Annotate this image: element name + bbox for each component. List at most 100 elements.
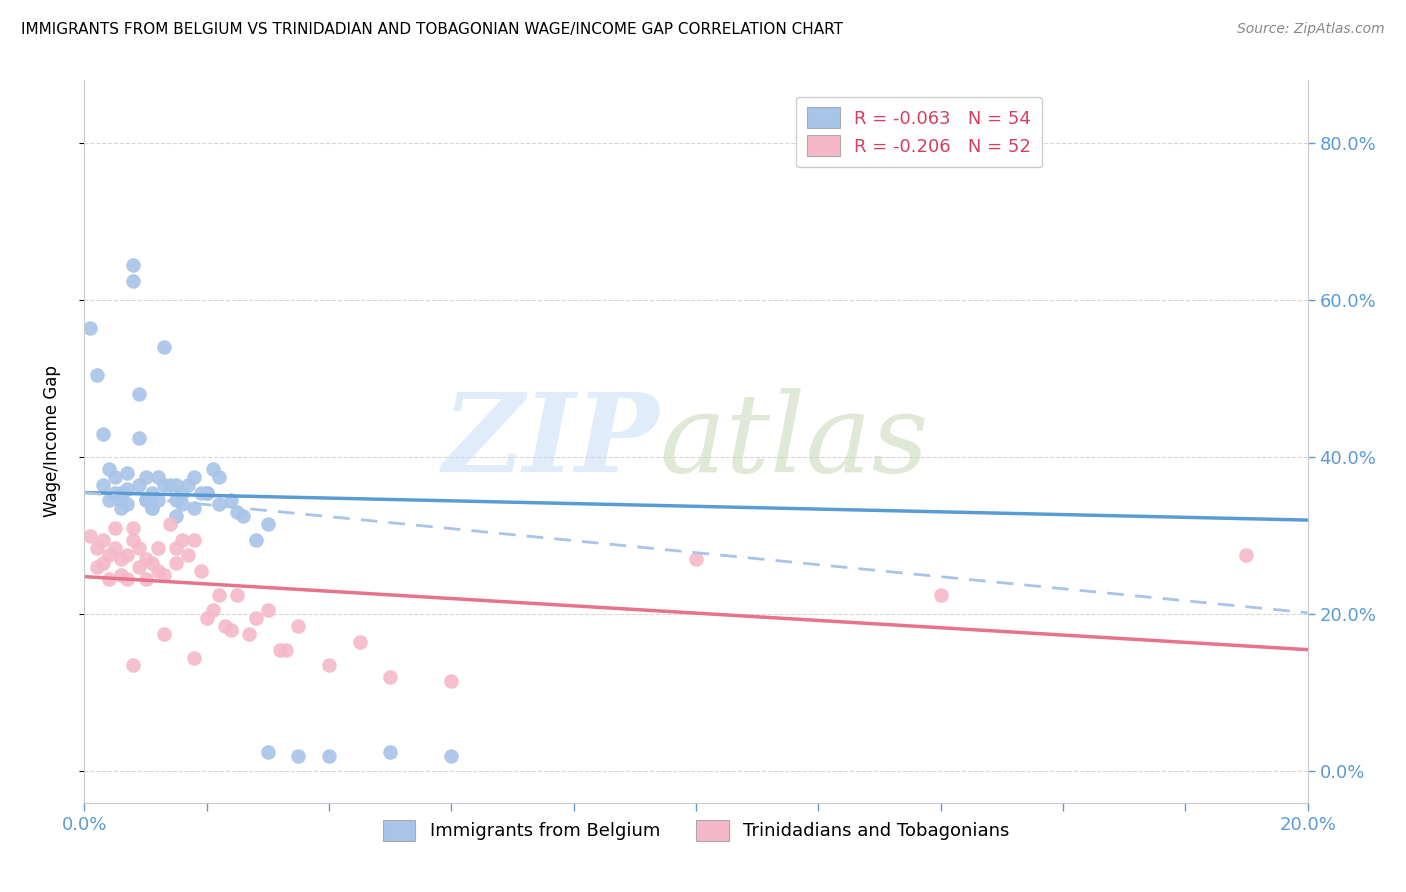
Point <box>128 477 150 491</box>
Point <box>177 549 200 563</box>
Point <box>172 485 194 500</box>
Point <box>122 533 145 547</box>
Point <box>128 560 150 574</box>
Point <box>91 533 114 547</box>
Point <box>201 603 224 617</box>
Y-axis label: Wage/Income Gap: Wage/Income Gap <box>42 366 60 517</box>
Point <box>257 516 280 531</box>
Point <box>146 470 169 484</box>
Point <box>115 482 138 496</box>
Point <box>257 745 280 759</box>
Point <box>153 568 176 582</box>
Point <box>128 431 150 445</box>
Point <box>380 670 402 684</box>
Text: IMMIGRANTS FROM BELGIUM VS TRINIDADIAN AND TOBAGONIAN WAGE/INCOME GAP CORRELATIO: IMMIGRANTS FROM BELGIUM VS TRINIDADIAN A… <box>21 22 844 37</box>
Point <box>91 477 114 491</box>
Point <box>257 603 280 617</box>
Point <box>183 533 205 547</box>
Point <box>153 477 176 491</box>
Point <box>115 466 138 480</box>
Point <box>165 477 187 491</box>
Point <box>190 485 212 500</box>
Point <box>245 533 267 547</box>
Point <box>97 462 120 476</box>
Point <box>104 470 127 484</box>
Point <box>208 497 231 511</box>
Point <box>79 320 101 334</box>
Point <box>153 627 176 641</box>
Point <box>97 549 120 563</box>
Point <box>97 572 120 586</box>
Point <box>183 501 205 516</box>
Text: Source: ZipAtlas.com: Source: ZipAtlas.com <box>1237 22 1385 37</box>
Point <box>86 541 108 555</box>
Point <box>141 556 163 570</box>
Point <box>159 477 181 491</box>
Point <box>165 509 187 524</box>
Point <box>110 501 132 516</box>
Point <box>146 541 169 555</box>
Point <box>238 627 260 641</box>
Point <box>208 470 231 484</box>
Point <box>115 572 138 586</box>
Point <box>122 258 145 272</box>
Point <box>115 549 138 563</box>
Point <box>135 552 157 566</box>
Point <box>135 470 157 484</box>
Point <box>141 501 163 516</box>
Point <box>318 658 340 673</box>
Point <box>245 611 267 625</box>
Point <box>97 493 120 508</box>
Point <box>141 501 163 516</box>
Point <box>104 485 127 500</box>
Point <box>929 588 952 602</box>
Point <box>128 387 150 401</box>
Text: atlas: atlas <box>659 388 929 495</box>
Point <box>135 493 157 508</box>
Point <box>128 541 150 555</box>
Point <box>91 426 114 441</box>
Point <box>110 493 132 508</box>
Point <box>153 340 176 354</box>
Point <box>165 556 187 570</box>
Point <box>195 485 218 500</box>
Point <box>208 588 231 602</box>
Point <box>122 521 145 535</box>
Point <box>219 623 242 637</box>
Point <box>91 556 114 570</box>
Point <box>79 529 101 543</box>
Point <box>183 650 205 665</box>
Point <box>165 493 187 508</box>
Point <box>232 509 254 524</box>
Point <box>115 497 138 511</box>
Point <box>276 642 298 657</box>
Point <box>201 462 224 476</box>
Point <box>86 560 108 574</box>
Text: ZIP: ZIP <box>443 388 659 495</box>
Point <box>195 485 218 500</box>
Point <box>122 658 145 673</box>
Point <box>349 635 371 649</box>
Point <box>110 568 132 582</box>
Point <box>110 552 132 566</box>
Point <box>172 533 194 547</box>
Point <box>141 485 163 500</box>
Point <box>287 748 309 763</box>
Point <box>135 493 157 508</box>
Point <box>190 564 212 578</box>
Point <box>214 619 236 633</box>
Point <box>685 552 707 566</box>
Point <box>86 368 108 382</box>
Point <box>104 521 127 535</box>
Point <box>269 642 291 657</box>
Point <box>122 274 145 288</box>
Point <box>380 745 402 759</box>
Point <box>440 748 463 763</box>
Point <box>219 493 242 508</box>
Point <box>1236 549 1258 563</box>
Point <box>110 485 132 500</box>
Point <box>172 497 194 511</box>
Point <box>146 493 169 508</box>
Point <box>159 516 181 531</box>
Point <box>146 564 169 578</box>
